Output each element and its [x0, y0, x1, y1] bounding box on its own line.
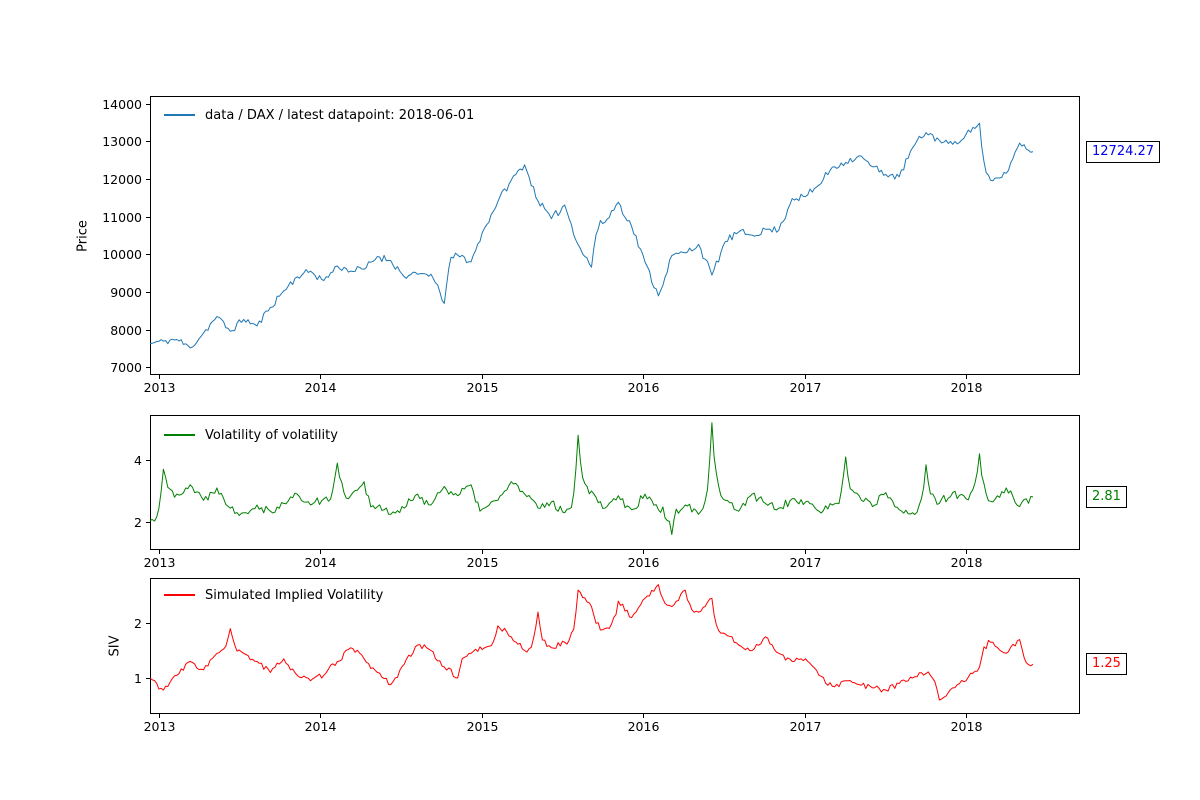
x-tick-label: 2016 [628, 719, 660, 734]
y-tick-label: 2 [134, 616, 142, 631]
x-tick-label: 2014 [305, 380, 337, 395]
y-tick-label: 12000 [102, 172, 142, 187]
siv-legend-label: Simulated Implied Volatility [205, 587, 384, 603]
y-tick-label: 9000 [110, 285, 142, 300]
siv-latest-value-badge: 1.25 [1086, 653, 1127, 676]
x-tick-label: 2017 [790, 719, 822, 734]
x-tick-label: 2014 [305, 555, 337, 570]
x-tick-label: 2013 [144, 555, 176, 570]
y-tick-label: 8000 [110, 323, 142, 338]
x-tick-label: 2015 [467, 555, 499, 570]
y-tick-label: 2 [134, 515, 142, 530]
siv-axis-label: SIV [107, 635, 123, 657]
x-tick-label: 2016 [628, 555, 660, 570]
price-axis-label: Price [75, 220, 91, 252]
y-tick-label: 14000 [102, 97, 142, 112]
price-legend: data / DAX / latest datapoint: 2018-06-0… [164, 107, 475, 123]
x-tick-label: 2017 [790, 380, 822, 395]
siv-frame [150, 578, 1080, 714]
price-frame [150, 96, 1080, 375]
y-tick-label: 7000 [110, 360, 142, 375]
price-plot: 2013 2014 2015 2016 2017 2018 7000 8000 9000 1000… [102, 96, 1080, 395]
siv-plot: 2013 2014 2015 2016 2017 2018 1 2 [134, 578, 1080, 734]
siv-legend-line-icon [164, 594, 195, 596]
siv-legend: Simulated Implied Volatility [164, 587, 384, 603]
price-legend-label: data / DAX / latest datapoint: 2018-06-0… [205, 107, 475, 123]
vov-frame [150, 415, 1080, 550]
x-tick-label: 2018 [951, 719, 983, 734]
y-tick-label: 11000 [102, 210, 142, 225]
x-tick-label: 2018 [951, 380, 983, 395]
x-tick-label: 2015 [467, 380, 499, 395]
y-tick-label: 13000 [102, 134, 142, 149]
siv-series-line [149, 584, 1034, 701]
x-tick-label: 2014 [305, 719, 337, 734]
x-tick-label: 2013 [144, 719, 176, 734]
y-tick-label: 1 [134, 671, 142, 686]
y-tick-label: 10000 [102, 247, 142, 262]
vov-legend: Volatility of volatility [164, 427, 338, 443]
x-tick-label: 2015 [467, 719, 499, 734]
y-tick-label: 4 [134, 453, 142, 468]
price-legend-line-icon [164, 114, 195, 116]
x-tick-label: 2017 [790, 555, 822, 570]
vov-legend-label: Volatility of volatility [205, 427, 338, 443]
x-tick-label: 2013 [144, 380, 176, 395]
x-tick-label: 2016 [628, 380, 660, 395]
vov-legend-line-icon [164, 434, 195, 436]
x-tick-label: 2018 [951, 555, 983, 570]
vov-plot: 2013 2014 2015 2016 2017 2018 2 4 [134, 415, 1080, 570]
vov-series-line [149, 422, 1034, 535]
vov-latest-value-badge: 2.81 [1086, 485, 1127, 508]
price-latest-value-badge: 12724.27 [1086, 140, 1161, 163]
price-series-line [149, 122, 1034, 349]
